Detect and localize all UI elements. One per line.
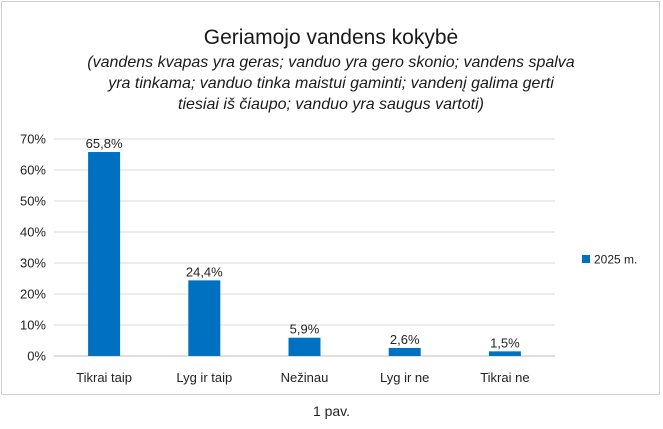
x-tick-label: Nežinau: [281, 370, 329, 385]
x-tick-label: Tikrai taip: [76, 370, 132, 385]
data-label: 24,4%: [186, 264, 223, 279]
data-label: 1,5%: [490, 335, 520, 350]
legend-label: 2025 m.: [594, 253, 637, 267]
data-label: 5,9%: [290, 322, 320, 337]
bar: [188, 280, 221, 356]
y-tick-label: 70%: [20, 132, 46, 147]
chart-subtitle-line-1: (vandens kvapas yra geras; vanduo yra ge…: [87, 54, 575, 71]
x-tick-label: Tikrai ne: [480, 370, 529, 385]
bar-chart: Geriamojo vandens kokybė (vandens kvapas…: [20, 26, 637, 385]
y-tick-label: 20%: [20, 287, 46, 302]
x-tick-label: Lyg ir taip: [176, 370, 232, 385]
y-tick-label: 30%: [20, 256, 46, 271]
chart-subtitle-line-3: tiesiai iš čiaupo; vanduo yra saugus var…: [178, 96, 484, 113]
figure-caption: 1 pav.: [312, 403, 351, 419]
x-tick-label: Lyg ir ne: [380, 370, 429, 385]
bar: [288, 337, 321, 356]
chart-subtitle-line-2: yra tinkama; vanduo tinka maistui gamint…: [107, 75, 554, 92]
chart-title: Geriamojo vandens kokybė: [204, 26, 458, 49]
y-tick-label: 60%: [20, 163, 46, 178]
legend-swatch: [582, 255, 590, 263]
y-tick-label: 40%: [20, 225, 46, 240]
bar: [88, 152, 121, 356]
chart-frame: Geriamojo vandens kokybė (vandens kvapas…: [1, 1, 660, 395]
data-label: 65,8%: [86, 136, 123, 151]
y-tick-label: 0%: [27, 349, 46, 364]
bar: [488, 351, 521, 356]
y-tick-label: 10%: [20, 318, 46, 333]
bar: [388, 347, 421, 356]
data-label: 2,6%: [390, 332, 420, 347]
y-tick-label: 50%: [20, 194, 46, 209]
